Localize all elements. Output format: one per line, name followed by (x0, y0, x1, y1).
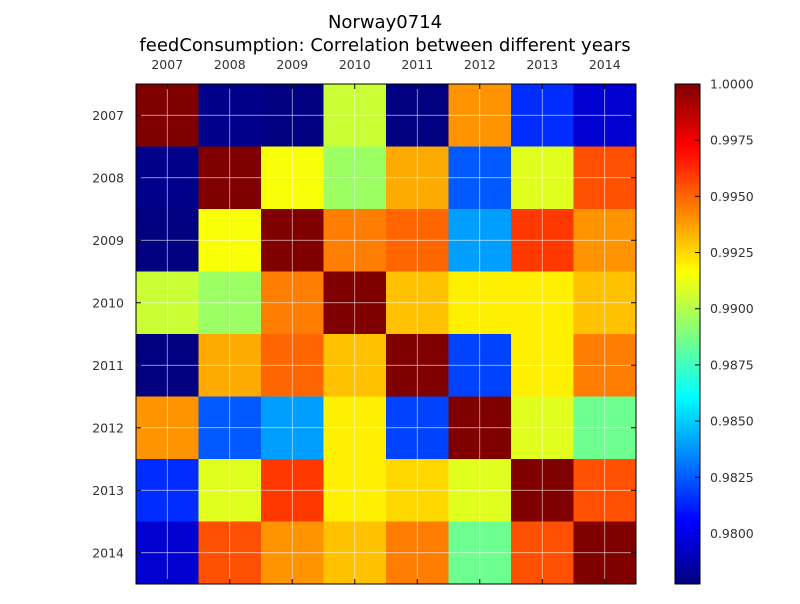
colorbar-tick-label: 1.0000 (710, 77, 754, 92)
heatmap-grid (136, 84, 636, 584)
x-tick-label: 2009 (276, 57, 308, 72)
y-tick-label: 2009 (92, 233, 124, 248)
colorbar-tick-label: 0.9850 (710, 414, 754, 429)
chart-subtitle: feedConsumption: Correlation between dif… (139, 35, 630, 56)
plot-border (135, 83, 637, 585)
colorbar-tick-label: 0.9975 (710, 133, 754, 148)
colorbar-gradient (674, 83, 701, 585)
y-tick-label: 2010 (92, 295, 124, 310)
y-tick-label: 2008 (92, 170, 124, 185)
heatmap-cells (136, 84, 637, 585)
x-axis-ticks: 2007 2008 2009 2010 2011 2012 2013 2014 (151, 57, 621, 584)
y-tick-label: 2013 (92, 483, 124, 498)
colorbar: 0.9800 0.9825 0.9850 0.9875 0.9900 0.9925 0.99… (674, 77, 754, 585)
y-tick-label: 2007 (92, 108, 124, 123)
colorbar-tick-label: 0.9825 (710, 470, 754, 485)
y-tick-label: 2012 (92, 420, 124, 435)
plot-frame (135, 83, 637, 585)
y-axis-ticks: 2007 2008 2009 2010 2011 2012 2013 2014 (92, 108, 636, 560)
x-tick-label: 2010 (339, 57, 371, 72)
x-tick-label: 2007 (151, 57, 183, 72)
y-tick-label: 2014 (92, 545, 124, 560)
x-tick-label: 2014 (589, 57, 621, 72)
colorbar-tick-label: 0.9800 (710, 526, 754, 541)
x-tick-label: 2008 (214, 57, 246, 72)
x-tick-label: 2011 (401, 57, 433, 72)
colorbar-tick-label: 0.9900 (710, 301, 754, 316)
chart-title: Norway0714 (328, 12, 442, 33)
colorbar-tick-label: 0.9925 (710, 245, 754, 260)
x-tick-label: 2013 (526, 57, 558, 72)
x-tick-label: 2012 (464, 57, 496, 72)
colorbar-tick-label: 0.9875 (710, 357, 754, 372)
colorbar-tick-label: 0.9950 (710, 189, 754, 204)
y-tick-label: 2011 (92, 358, 124, 373)
